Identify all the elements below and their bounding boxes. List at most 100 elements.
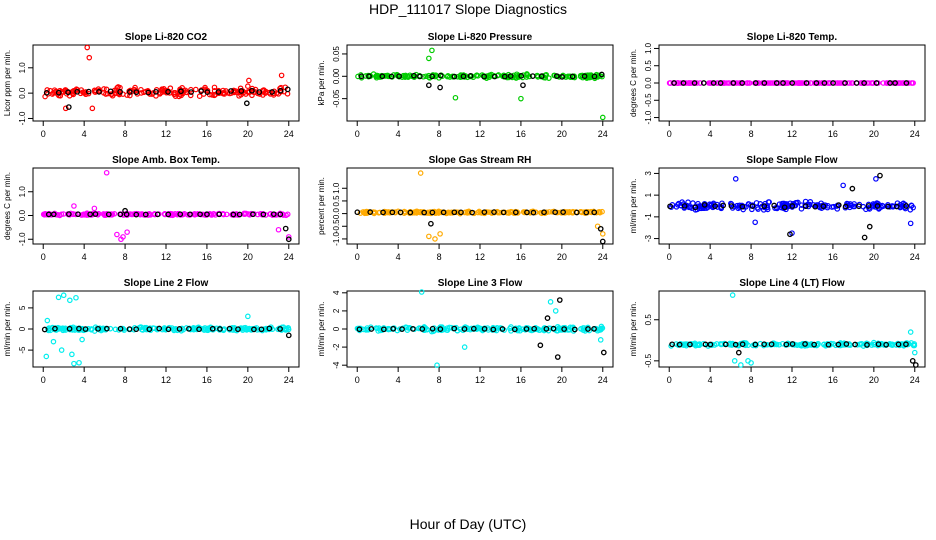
- y-tick-label: -1.0: [18, 111, 27, 125]
- panel-title: Slope Line 4 (LT) Flow: [739, 278, 845, 289]
- reference-point: [197, 211, 203, 218]
- data-point: [551, 72, 557, 79]
- x-tick-label: 12: [787, 252, 797, 262]
- reference-point: [821, 80, 828, 86]
- reference-point: [537, 342, 544, 349]
- reference-point: [712, 203, 718, 209]
- panel-4: Slope Amb. Box Temp. 0 4 8 12 16 20 24 -1.0 0.0 1.…: [3, 155, 300, 262]
- reference-point: [710, 80, 717, 86]
- reference-point: [209, 325, 216, 332]
- data-point: [400, 325, 406, 332]
- y-tick-label: -4: [332, 361, 341, 369]
- data-point: [285, 234, 292, 240]
- reference-point: [204, 89, 211, 95]
- reference-point: [554, 354, 561, 360]
- y-tick-label: 0.00: [332, 68, 341, 84]
- data-point: [772, 80, 778, 86]
- panel-6: Slope Sample Flow 0 4 8 12 16 20 24 -3 -1 1 3 ml/min…: [629, 155, 926, 262]
- data-point: [854, 341, 861, 348]
- data-point: [171, 91, 178, 98]
- x-tick-label: 16: [828, 129, 838, 139]
- data-point: [86, 54, 93, 61]
- x-tick-label: 20: [869, 129, 879, 139]
- data-point: [732, 176, 739, 182]
- data-point: [207, 326, 213, 333]
- reference-point: [187, 211, 193, 218]
- data-point: [435, 210, 442, 216]
- data-point: [44, 317, 51, 324]
- data-point: [60, 292, 67, 299]
- x-tick-label: 24: [910, 252, 920, 262]
- data-point: [840, 182, 846, 189]
- x-tick-label: 12: [161, 375, 171, 385]
- reference-point: [153, 88, 159, 95]
- reference-point: [249, 87, 255, 94]
- data-point: [742, 342, 749, 349]
- y-tick-label: 1.0: [644, 42, 653, 54]
- data-point: [370, 209, 377, 215]
- data-point: [696, 341, 703, 347]
- reference-point: [813, 80, 820, 86]
- reference-point: [780, 80, 786, 86]
- reference-point: [885, 203, 891, 210]
- y-tick-label: 1.0: [18, 186, 27, 198]
- reference-point: [142, 211, 149, 218]
- reference-point: [732, 341, 739, 348]
- data-point: [468, 325, 475, 332]
- reference-point: [541, 209, 547, 216]
- data-point: [432, 210, 439, 217]
- reference-point: [367, 209, 374, 215]
- data-point: [124, 229, 130, 235]
- reference-point: [768, 341, 775, 348]
- data-point: [107, 325, 114, 332]
- reference-point: [96, 89, 102, 95]
- y-tick-label: 0.0: [332, 207, 341, 219]
- x-tick-label: 4: [708, 375, 713, 385]
- y-tick-label: 0.5: [644, 314, 653, 326]
- data-point: [894, 200, 901, 206]
- reference-point: [511, 326, 518, 333]
- x-tick-label: 20: [869, 375, 879, 385]
- reference-point: [552, 209, 558, 216]
- data-point: [515, 74, 522, 80]
- x-tick-label: 12: [161, 252, 171, 262]
- x-tick-label: 16: [516, 375, 526, 385]
- reference-point: [591, 209, 598, 216]
- reference-point: [531, 325, 538, 332]
- reference-point: [133, 89, 140, 96]
- reference-point: [598, 71, 605, 78]
- data-point: [729, 340, 736, 347]
- reference-point: [460, 73, 467, 80]
- data-point: [283, 326, 289, 333]
- reference-point: [188, 89, 194, 95]
- data-point: [429, 47, 435, 54]
- data-point: [202, 84, 208, 91]
- data-point: [798, 206, 805, 212]
- data-point: [755, 80, 762, 86]
- y-tick-label: 2: [332, 308, 341, 313]
- reference-point: [556, 297, 563, 303]
- reference-point: [520, 82, 526, 89]
- y-tick-label: 0.05: [332, 46, 341, 62]
- reference-point: [707, 341, 714, 348]
- reference-point: [256, 89, 263, 95]
- data-point: [426, 233, 432, 240]
- x-tick-label: 4: [396, 129, 401, 139]
- reference-point: [739, 80, 746, 86]
- reference-point: [783, 341, 790, 348]
- data-point: [73, 86, 80, 92]
- reference-point: [739, 203, 746, 210]
- x-tick-label: 24: [284, 375, 294, 385]
- reference-point: [490, 326, 497, 333]
- data-point: [585, 73, 591, 79]
- figure-title: HDP_111017 Slope Diagnostics: [369, 1, 567, 17]
- reference-point: [358, 73, 365, 80]
- reference-point: [781, 204, 788, 211]
- x-tick-label: 24: [284, 129, 294, 139]
- data-point: [416, 325, 422, 332]
- reference-point: [216, 211, 223, 218]
- reference-point: [419, 326, 426, 332]
- reference-point: [773, 80, 780, 86]
- data-point: [118, 236, 124, 243]
- plot-frame: [346, 44, 614, 122]
